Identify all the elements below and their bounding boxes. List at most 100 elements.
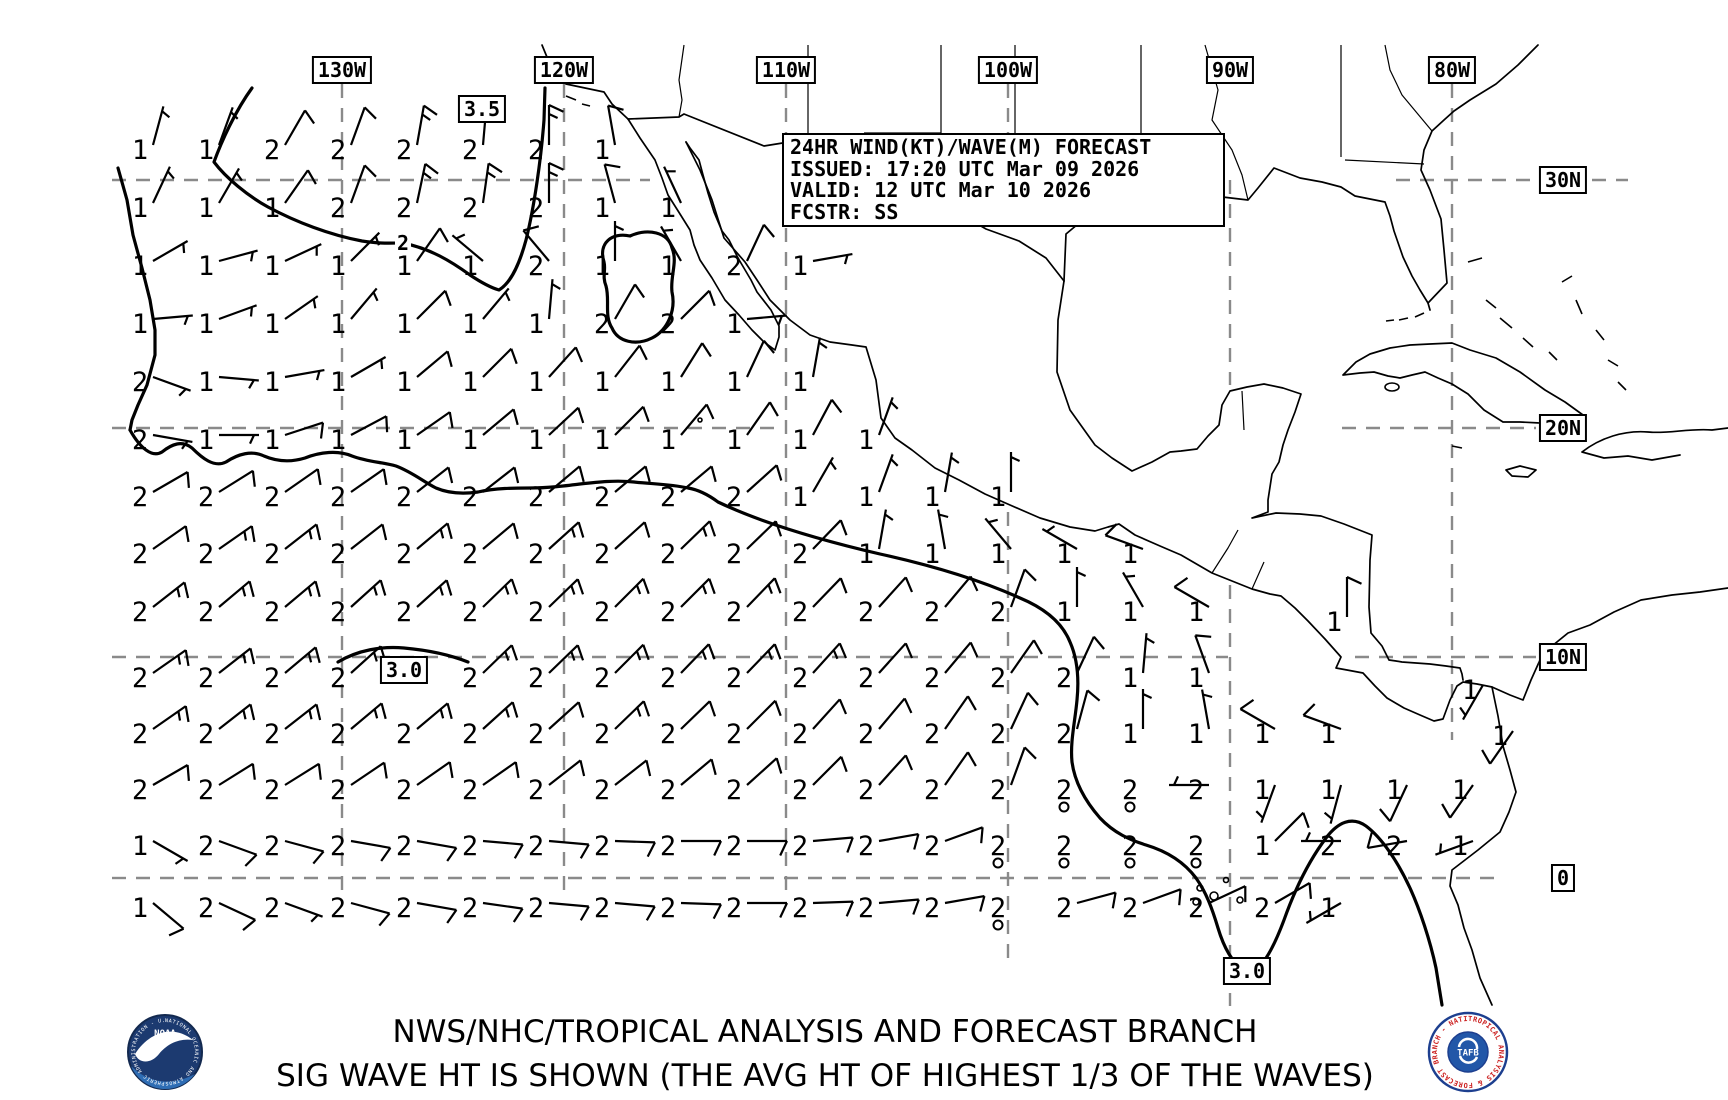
wave-height-value: 1 [990,482,1006,513]
wind-barb-icon [350,761,388,786]
wind-barb-icon [1305,902,1342,924]
wave-height-value: 2 [726,663,742,694]
wave-height-value: 1 [132,309,148,340]
wave-height-value: 1 [396,367,412,398]
wind-barb-icon [746,520,783,550]
wave-height-value: 2 [198,893,214,924]
wind-barb-icon [812,698,848,730]
contour-label-2-1: 2 [394,231,412,255]
wind-barb-icon [1009,568,1037,608]
contour-3p0-segment [336,645,470,664]
wave-height-value: 1 [330,367,346,398]
wind-barb-icon [680,700,717,730]
wind-barb-icon [812,399,843,436]
wind-barb-icon [548,839,590,859]
info-forecaster: FCSTR: SS [790,199,899,224]
wind-barb-icon [1274,882,1312,904]
wind-barb-icon [680,465,717,493]
wave-height-value: 1 [264,309,280,340]
wave-height-value: 1 [330,309,346,340]
wind-barb-icon [614,577,650,608]
wind-barb-icon [1201,689,1213,730]
wind-barb-icon [812,577,848,608]
wind-barb-icon [681,839,722,856]
tafb-logo-globe [1447,1031,1489,1073]
wave-height-value: 2 [660,831,676,862]
wind-barb-icon [416,522,453,550]
wave-height-value: 2 [990,597,1006,628]
wind-barb-icon [284,369,325,381]
wind-barb-icon [350,523,388,550]
wind-barb-icon [415,104,438,146]
wave-height-value: 1 [726,425,742,456]
wind-barb-icon [1301,831,1341,843]
wind-barb-icon [1075,689,1101,730]
wave-height-value: 2 [330,597,346,628]
wave-height-value: 2 [528,775,544,806]
wind-barb-icon [152,166,175,204]
wind-barb-icon [218,304,257,321]
wind-barb-icon [614,700,651,730]
wind-barb-icon [1274,811,1310,842]
wind-barb-icon [416,761,454,786]
wave-height-value: 2 [396,135,412,166]
wave-height-value: 2 [528,831,544,862]
wind-barb-icon [284,762,322,786]
forecast-info-box: 24HR WIND(KT)/WAVE(M) FORECAST ISSUED: 1… [782,133,1225,227]
wave-height-value: 2 [924,893,940,924]
wind-barb-icon [944,826,984,844]
wind-barb-icon [152,240,189,262]
wave-height-value: 2 [594,719,610,750]
contour-2-closed-blob [601,230,676,344]
wave-height-value: 2 [660,309,676,340]
wave-height-value: 2 [462,775,478,806]
wave-height-value: 1 [924,539,940,570]
wind-barb-icon [548,578,585,608]
wave-height-value: 2 [1188,775,1204,806]
wave-height-value: 1 [924,482,940,513]
wave-height-value: 1 [198,251,214,282]
wave-contours [116,86,1444,1007]
wind-barb-icon [350,356,387,378]
wave-height-value: 2 [264,893,280,924]
wave-height-value: 1 [330,251,346,282]
wind-barb-icon [614,521,651,550]
wave-height-value: 2 [1056,663,1072,694]
wave-height-value: 2 [198,482,214,513]
wave-height-value: 2 [1122,775,1138,806]
wind-barb-icon [984,517,1012,550]
wave-height-value: 1 [1254,719,1270,750]
wave-height-value: 2 [924,775,940,806]
wind-barb-icon [812,755,848,786]
wind-barb-icon [482,644,519,674]
wave-height-value: 2 [198,831,214,862]
wind-barb-icon [217,107,239,146]
wind-barb-icon [1142,888,1182,906]
wind-barb-icon [878,697,913,730]
wave-height-value: 2 [264,663,280,694]
wave-height-value: 2 [198,663,214,694]
wave-height-value: 1 [1320,893,1336,924]
wind-barb-icon [548,901,590,921]
wind-barb-icon [284,703,322,730]
wave-height-value: 2 [594,309,610,340]
wave-height-value: 1 [660,367,676,398]
noaa-name-text: NOAA [154,1029,176,1039]
wave-height-value: 2 [462,663,478,694]
wind-barb-icon [944,575,979,608]
channel-islands [565,95,591,107]
wave-height-value: 2 [396,893,412,924]
wave-height-value: 1 [594,135,610,166]
wind-barb-icon [944,751,977,786]
wind-barb-icon [219,433,259,445]
lon-label-100w: 100W [977,56,1039,84]
bahamas [1467,257,1627,391]
wind-barb-icon [812,836,854,853]
wave-height-value: 2 [132,663,148,694]
jamaica [1505,465,1537,478]
wave-height-value: 1 [1188,597,1204,628]
wave-height-value: 2 [462,831,478,862]
wave-height-value: 1 [1386,775,1402,806]
contour-label-3p5-0: 3.5 [457,95,507,123]
wave-height-value: 2 [396,539,412,570]
